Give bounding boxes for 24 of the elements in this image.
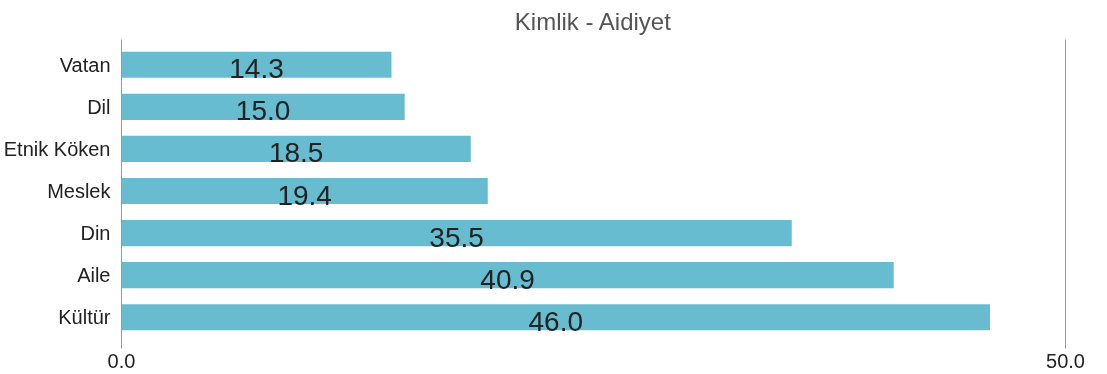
y-tick-label: Etnik Köken [3,137,111,160]
data-label: 35.5 [429,221,484,253]
y-tick-label: Vatan [59,53,111,76]
data-label: 40.9 [480,263,535,295]
bar [121,177,488,205]
x-tick-label: 0.0 [107,349,136,372]
bar [121,51,392,78]
data-label: 19.4 [277,179,332,211]
bar [121,135,471,162]
data-label: 18.5 [268,137,324,169]
y-tick-label: Dil [87,95,111,118]
y-tick-label: Kültür [58,306,111,329]
chart-title: Kimlik - Aidiyet [514,7,672,35]
y-tick-label: Aile [77,264,111,287]
x-tick-label: 50.0 [1046,349,1085,372]
bar [121,220,792,247]
bar [121,304,990,331]
data-label: 14.3 [229,53,284,85]
y-tick-label: Meslek [47,180,112,202]
bar [121,262,894,289]
bar [121,93,405,120]
data-label: 15.0 [235,95,291,127]
y-tick-label: Din [80,222,111,245]
data-label: 46.0 [528,305,583,337]
